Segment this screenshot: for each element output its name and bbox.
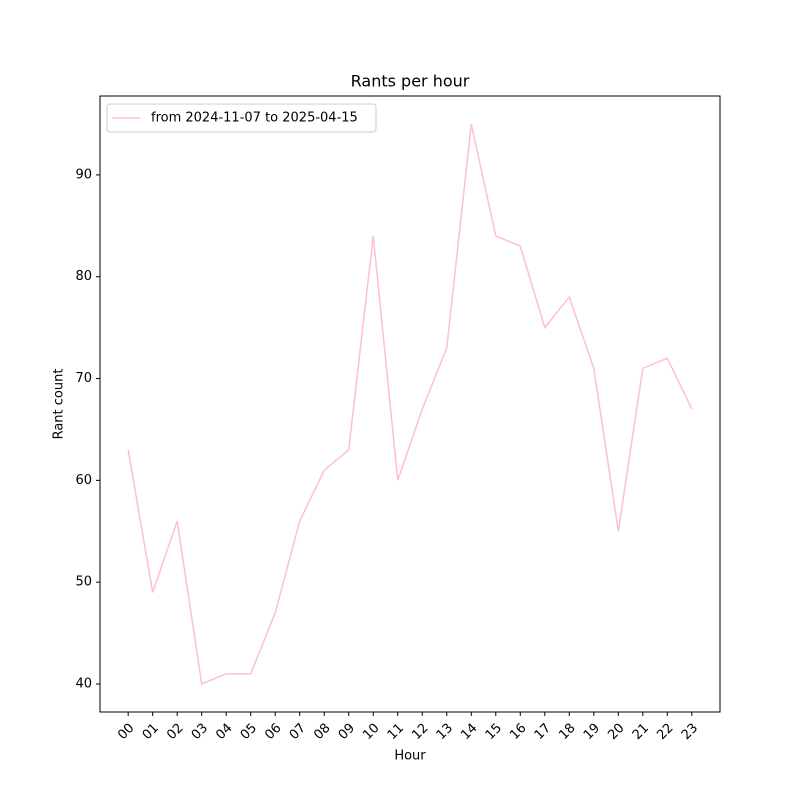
x-tick-label: 16 xyxy=(507,721,529,743)
x-tick-label: 09 xyxy=(336,721,358,743)
x-tick-label: 00 xyxy=(115,721,137,743)
plot-frame xyxy=(99,95,721,713)
x-tick-label: 12 xyxy=(409,721,431,743)
chart-title: Rants per hour xyxy=(351,72,470,91)
x-tick-label: 03 xyxy=(189,721,211,743)
x-tick-label: 05 xyxy=(238,721,260,743)
y-tick-label: 40 xyxy=(75,677,92,692)
x-tick-label: 17 xyxy=(532,721,554,743)
x-tick-label: 14 xyxy=(458,721,480,743)
x-tick-label: 21 xyxy=(630,721,652,743)
line xyxy=(127,123,693,686)
x-tick-label: 11 xyxy=(385,721,407,743)
y-tick-label: 90 xyxy=(75,167,92,182)
x-tick-label: 23 xyxy=(679,721,701,743)
y-tick-label: 50 xyxy=(75,575,92,590)
x-axis-label: Hour xyxy=(394,749,426,764)
x-tick-label: 04 xyxy=(213,721,235,743)
y-axis-label: Rant count xyxy=(52,369,67,440)
y-tick-label: 60 xyxy=(75,473,92,488)
x-tick-label: 19 xyxy=(581,721,603,743)
x-tick-label: 10 xyxy=(360,721,382,743)
x-tick-label: 01 xyxy=(140,721,162,743)
legend-box xyxy=(106,103,377,133)
y-tick-label: 70 xyxy=(75,371,92,386)
x-tick-label: 13 xyxy=(434,721,456,743)
x-tick-label: 18 xyxy=(556,721,578,743)
x-tick-label: 22 xyxy=(654,721,676,743)
y-tick-label: 80 xyxy=(75,269,92,284)
x-tick-label: 08 xyxy=(311,721,333,743)
x-tick-label: 15 xyxy=(483,721,505,743)
x-tick-label: 02 xyxy=(164,721,186,743)
x-tick-label: 20 xyxy=(605,721,627,743)
x-tick-label: 06 xyxy=(262,721,284,743)
x-tick-label: 07 xyxy=(287,721,309,743)
legend-label: from 2024-11-07 to 2025-04-15 xyxy=(151,111,358,126)
